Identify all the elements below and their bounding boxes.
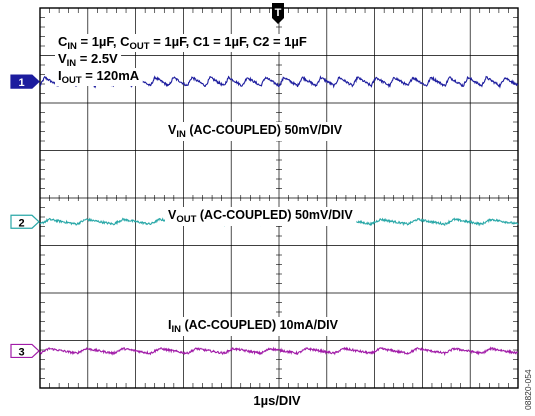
x-axis-label: 1µs/DIV: [253, 393, 301, 408]
trace-label-background: [165, 122, 346, 141]
condition-line-2: VIN = 2.5V: [58, 51, 118, 69]
trigger-icon: [272, 3, 284, 24]
trace-label-background: [165, 317, 342, 336]
channel-marker-label: 1: [18, 77, 24, 89]
graticule: [39, 7, 519, 389]
figure-id: 08820-054: [523, 369, 533, 410]
channel-marker-label: 2: [18, 217, 24, 229]
channel-markers: 1 2 3: [10, 74, 40, 359]
channel-marker-3: [10, 343, 40, 359]
condition-background: [55, 34, 310, 52]
test-conditions: CIN = 1µF, COUT = 1µF, C1 = 1µF, C2 = 1µ…: [55, 34, 310, 86]
condition-line-3: IOUT = 120mA: [58, 68, 140, 86]
trigger-marker: T: [272, 3, 284, 24]
trace-label-ch1: VIN (AC-COUPLED) 50mV/DIV: [168, 123, 343, 140]
trigger-letter: T: [275, 7, 282, 19]
channel-marker-2: [10, 214, 40, 229]
trace-label-ch3: IIN (AC-COUPLED) 10mA/DIV: [168, 318, 339, 335]
trace-labels: VIN (AC-COUPLED) 50mV/DIV VOUT (AC-COUPLE…: [165, 122, 357, 336]
channel-marker-1: [10, 74, 40, 89]
trace-label-ch2: VOUT (AC-COUPLED) 50mV/DIV: [168, 208, 353, 225]
condition-background: [55, 68, 143, 86]
trace-ch3: [39, 346, 519, 357]
condition-background: [55, 51, 122, 69]
condition-line-1: CIN = 1µF, COUT = 1µF, C1 = 1µF, C2 = 1µ…: [58, 34, 307, 52]
trace-label-background: [165, 207, 357, 226]
channel-marker-label: 3: [18, 346, 24, 358]
